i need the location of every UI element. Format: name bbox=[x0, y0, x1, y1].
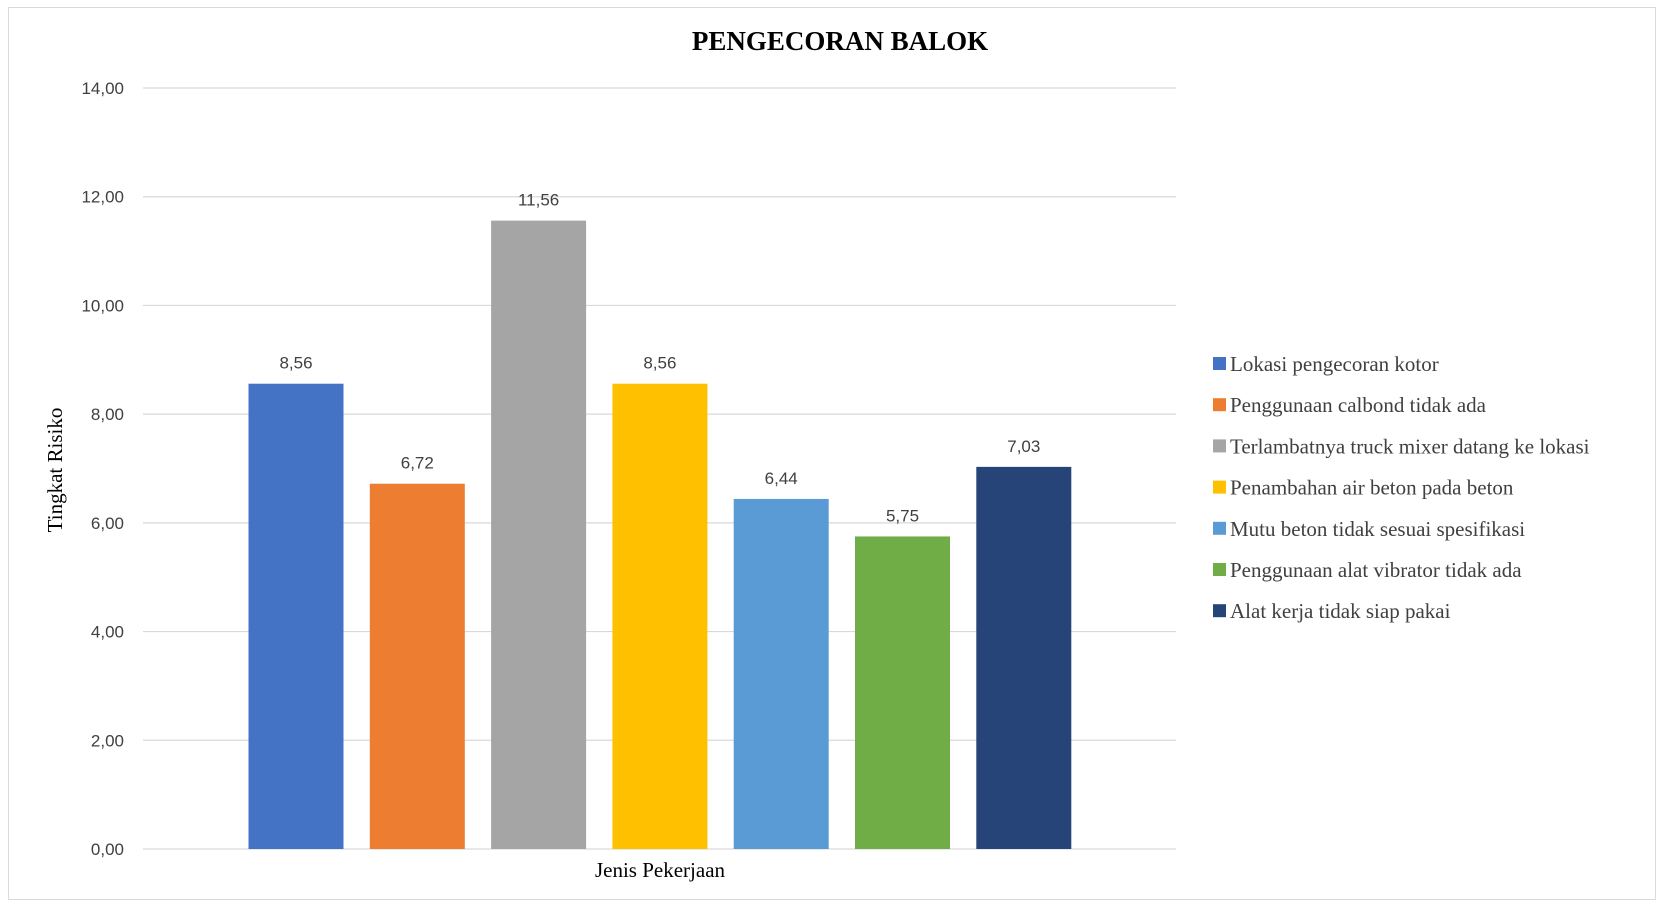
data-labels: 8,56 6,72 11,56 8,56 6,44 5,75 7,03 bbox=[279, 191, 1040, 526]
legend-swatch bbox=[1213, 480, 1226, 494]
legend: Lokasi pengecoran kotor Penggunaan calbon… bbox=[1213, 352, 1590, 623]
data-label: 6,72 bbox=[401, 454, 434, 473]
bar bbox=[369, 483, 465, 849]
legend-label: Alat kerja tidak siap pakai bbox=[1230, 599, 1451, 623]
legend-swatch bbox=[1213, 439, 1226, 453]
bar bbox=[976, 466, 1072, 849]
legend-swatch bbox=[1213, 398, 1226, 412]
data-label: 7,03 bbox=[1007, 437, 1040, 456]
chart-title: PENGECORAN BALOK bbox=[692, 26, 988, 56]
data-label: 11,56 bbox=[518, 191, 559, 210]
legend-swatch bbox=[1213, 521, 1226, 535]
y-tick-label: 2,00 bbox=[91, 731, 124, 750]
bar bbox=[612, 383, 708, 849]
bar bbox=[855, 536, 950, 849]
y-axis-ticks: 0,00 2,00 4,00 6,00 8,00 10,00 12,00 14,00 bbox=[81, 79, 124, 859]
y-tick-label: 8,00 bbox=[91, 405, 124, 424]
data-label: 8,56 bbox=[279, 354, 312, 373]
legend-label: Lokasi pengecoran kotor bbox=[1230, 352, 1439, 376]
y-tick-label: 6,00 bbox=[91, 514, 124, 533]
bar bbox=[733, 498, 829, 849]
bars bbox=[248, 220, 1072, 850]
data-label: 5,75 bbox=[886, 506, 919, 525]
data-label: 6,44 bbox=[765, 469, 798, 488]
y-tick-label: 4,00 bbox=[91, 623, 124, 642]
bar bbox=[491, 220, 587, 850]
legend-label: Terlambatnya truck mixer datang ke lokas… bbox=[1230, 434, 1590, 458]
y-tick-label: 0,00 bbox=[91, 840, 124, 859]
legend-label: Penambahan air beton pada beton bbox=[1230, 476, 1514, 500]
legend-swatch bbox=[1213, 357, 1226, 370]
x-axis-title: Jenis Pekerjaan bbox=[595, 858, 726, 882]
legend-label: Penggunaan calbond tidak ada bbox=[1230, 393, 1487, 417]
legend-swatch bbox=[1213, 604, 1226, 618]
y-tick-label: 14,00 bbox=[81, 79, 124, 98]
legend-label: Penggunaan alat vibrator tidak ada bbox=[1230, 558, 1522, 582]
legend-swatch bbox=[1213, 563, 1226, 576]
legend-label: Mutu beton tidak sesuai spesifikasi bbox=[1230, 517, 1525, 541]
y-axis-title: Tingkat Risiko bbox=[43, 408, 67, 533]
y-tick-label: 12,00 bbox=[81, 188, 124, 207]
bar bbox=[248, 383, 344, 849]
y-tick-label: 10,00 bbox=[81, 296, 124, 315]
data-label: 8,56 bbox=[643, 354, 676, 373]
